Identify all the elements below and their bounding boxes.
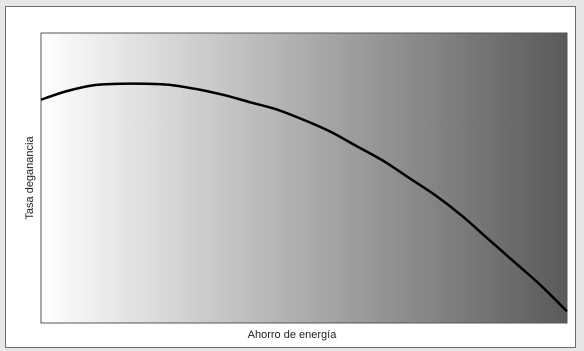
series-layer xyxy=(40,82,568,313)
y-axis-label: Tasa deganancia xyxy=(24,136,36,220)
series-line-0 xyxy=(40,82,568,313)
x-axis-label: Ahorro de energía xyxy=(247,329,337,341)
plot-area xyxy=(40,32,568,324)
